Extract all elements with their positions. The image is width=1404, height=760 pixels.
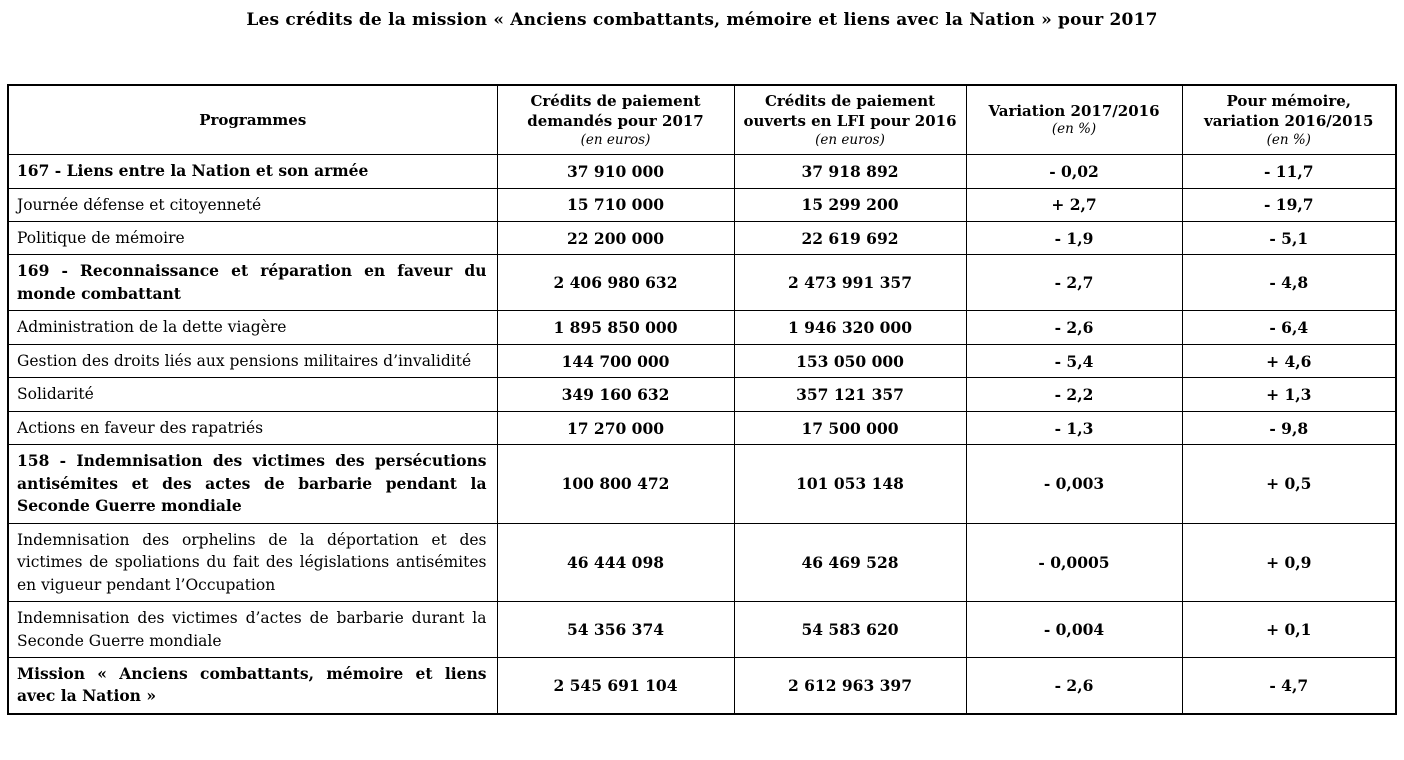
program-cell: Mission « Anciens combattants, mémoire e… [7, 657, 498, 715]
header-title: Pour mémoire, variation 2016/2015 [1204, 92, 1374, 131]
variation-2017-2016-cell: - 1,3 [965, 410, 1183, 446]
table-row: Indemnisation des orphelins de la déport… [7, 522, 1397, 603]
credits-2016-cell: 1 946 320 000 [733, 310, 967, 345]
credits-2017-cell: 1 895 850 000 [496, 310, 735, 345]
program-cell: Indemnisation des orphelins de la déport… [7, 522, 498, 603]
variation-2017-2016-cell: - 1,9 [965, 220, 1183, 256]
credits-2017-cell: 17 270 000 [496, 410, 735, 446]
credits-2017-cell: 54 356 374 [496, 601, 735, 659]
column-header-variation-2016-2015: Pour mémoire, variation 2016/2015 (en %) [1181, 84, 1397, 156]
program-cell: 167 - Liens entre la Nation et son armée [7, 154, 498, 189]
program-cell: Solidarité [7, 377, 498, 412]
variation-2016-2015-cell: - 4,8 [1181, 254, 1397, 312]
header-title: Crédits de paiement demandés pour 2017 [527, 92, 704, 131]
credits-2016-cell: 2 473 991 357 [733, 254, 967, 312]
column-header-programmes: Programmes [7, 84, 498, 156]
variation-2016-2015-cell: + 0,9 [1181, 522, 1397, 603]
variation-2017-2016-cell: - 2,2 [965, 377, 1183, 412]
variation-2016-2015-cell: - 9,8 [1181, 410, 1397, 446]
table-row: Mission « Anciens combattants, mémoire e… [7, 657, 1397, 715]
table-row: Solidarité 349 160 632 357 121 357- 2,2 + 1… [7, 377, 1397, 412]
variation-2016-2015-cell: - 19,7 [1181, 187, 1397, 222]
credits-2016-cell: 101 053 148 [733, 444, 967, 524]
header-title: Crédits de paiement ouverts en LFI pour … [743, 92, 957, 131]
program-cell: 158 - Indemnisation des victimes des per… [7, 444, 498, 524]
credits-2016-cell: 357 121 357 [733, 377, 967, 412]
program-cell: Journée défense et citoyenneté [7, 187, 498, 222]
header-unit: (en %) [1266, 131, 1311, 148]
table-row: 169 - Reconnaissance et réparation en fa… [7, 254, 1397, 312]
program-cell: Politique de mémoire [7, 220, 498, 256]
variation-2017-2016-cell: - 0,02 [965, 154, 1183, 189]
variation-2017-2016-cell: - 5,4 [965, 343, 1183, 379]
variation-2017-2016-cell: - 0,0005 [965, 522, 1183, 603]
credits-2017-cell: 2 545 691 104 [496, 657, 735, 715]
table-header: Programmes Crédits de paiement demandés … [7, 84, 1397, 156]
column-header-credits-2017: Crédits de paiement demandés pour 2017 (… [496, 84, 735, 156]
program-cell: Actions en faveur des rapatriés [7, 410, 498, 446]
variation-2016-2015-cell: - 6,4 [1181, 310, 1397, 345]
variation-2016-2015-cell: + 0,1 [1181, 601, 1397, 659]
page-title: Les crédits de la mission « Anciens comb… [246, 10, 1158, 30]
header-unit: (en %) [1051, 121, 1097, 138]
variation-2016-2015-cell: + 0,5 [1181, 444, 1397, 524]
table-row: Politique de mémoire 22 200 000 22 619 692… [7, 220, 1397, 256]
credits-2016-cell: 15 299 200 [733, 187, 967, 222]
credits-2017-cell: 144 700 000 [496, 343, 735, 379]
credits-2017-cell: 15 710 000 [496, 187, 735, 222]
column-header-variation-2017-2016: Variation 2017/2016 (en %) [965, 84, 1183, 156]
variation-2017-2016-cell: - 0,003 [965, 444, 1183, 524]
credits-2017-cell: 22 200 000 [496, 220, 735, 256]
variation-2016-2015-cell: - 11,7 [1181, 154, 1397, 189]
table-body: 167 - Liens entre la Nation et son armée… [7, 154, 1397, 715]
header-row: Programmes Crédits de paiement demandés … [7, 84, 1397, 156]
table-row: 167 - Liens entre la Nation et son armée… [7, 154, 1397, 189]
variation-2016-2015-cell: + 4,6 [1181, 343, 1397, 379]
program-cell: Gestion des droits liés aux pensions mil… [7, 343, 498, 379]
credits-2017-cell: 2 406 980 632 [496, 254, 735, 312]
credits-2016-cell: 153 050 000 [733, 343, 967, 379]
table-row: 158 - Indemnisation des victimes des per… [7, 444, 1397, 524]
column-header-credits-2016: Crédits de paiement ouverts en LFI pour … [733, 84, 967, 156]
variation-2017-2016-cell: - 0,004 [965, 601, 1183, 659]
variation-2016-2015-cell: - 4,7 [1181, 657, 1397, 715]
variation-2017-2016-cell: - 2,7 [965, 254, 1183, 312]
table-row: Administration de la dette viagère 1 895 … [7, 310, 1397, 345]
credits-table: Programmes Crédits de paiement demandés … [7, 84, 1397, 715]
table-row: Gestion des droits liés aux pensions mil… [7, 343, 1397, 379]
variation-2017-2016-cell: - 2,6 [965, 310, 1183, 345]
program-cell: 169 - Reconnaissance et réparation en fa… [7, 254, 498, 312]
header-unit: (en euros) [815, 131, 885, 148]
credits-2017-cell: 37 910 000 [496, 154, 735, 189]
variation-2017-2016-cell: + 2,7 [965, 187, 1183, 222]
credits-2017-cell: 100 800 472 [496, 444, 735, 524]
credits-2016-cell: 54 583 620 [733, 601, 967, 659]
variation-2016-2015-cell: - 5,1 [1181, 220, 1397, 256]
table-row: Journée défense et citoyenneté 15 710 000… [7, 187, 1397, 222]
credits-2017-cell: 46 444 098 [496, 522, 735, 603]
credits-2016-cell: 22 619 692 [733, 220, 967, 256]
variation-2016-2015-cell: + 1,3 [1181, 377, 1397, 412]
credits-2016-cell: 2 612 963 397 [733, 657, 967, 715]
program-cell: Administration de la dette viagère [7, 310, 498, 345]
table-row: Indemnisation des victimes d’actes de ba… [7, 601, 1397, 659]
header-title: Variation 2017/2016 [988, 102, 1160, 121]
header-unit: (en euros) [580, 131, 651, 148]
credits-2016-cell: 46 469 528 [733, 522, 967, 603]
credits-2017-cell: 349 160 632 [496, 377, 735, 412]
variation-2017-2016-cell: - 2,6 [965, 657, 1183, 715]
table-row: Actions en faveur des rapatriés 17 270 00… [7, 410, 1397, 446]
credits-2016-cell: 17 500 000 [733, 410, 967, 446]
program-cell: Indemnisation des victimes d’actes de ba… [7, 601, 498, 659]
header-title: Programmes [199, 110, 307, 129]
credits-2016-cell: 37 918 892 [733, 154, 967, 189]
